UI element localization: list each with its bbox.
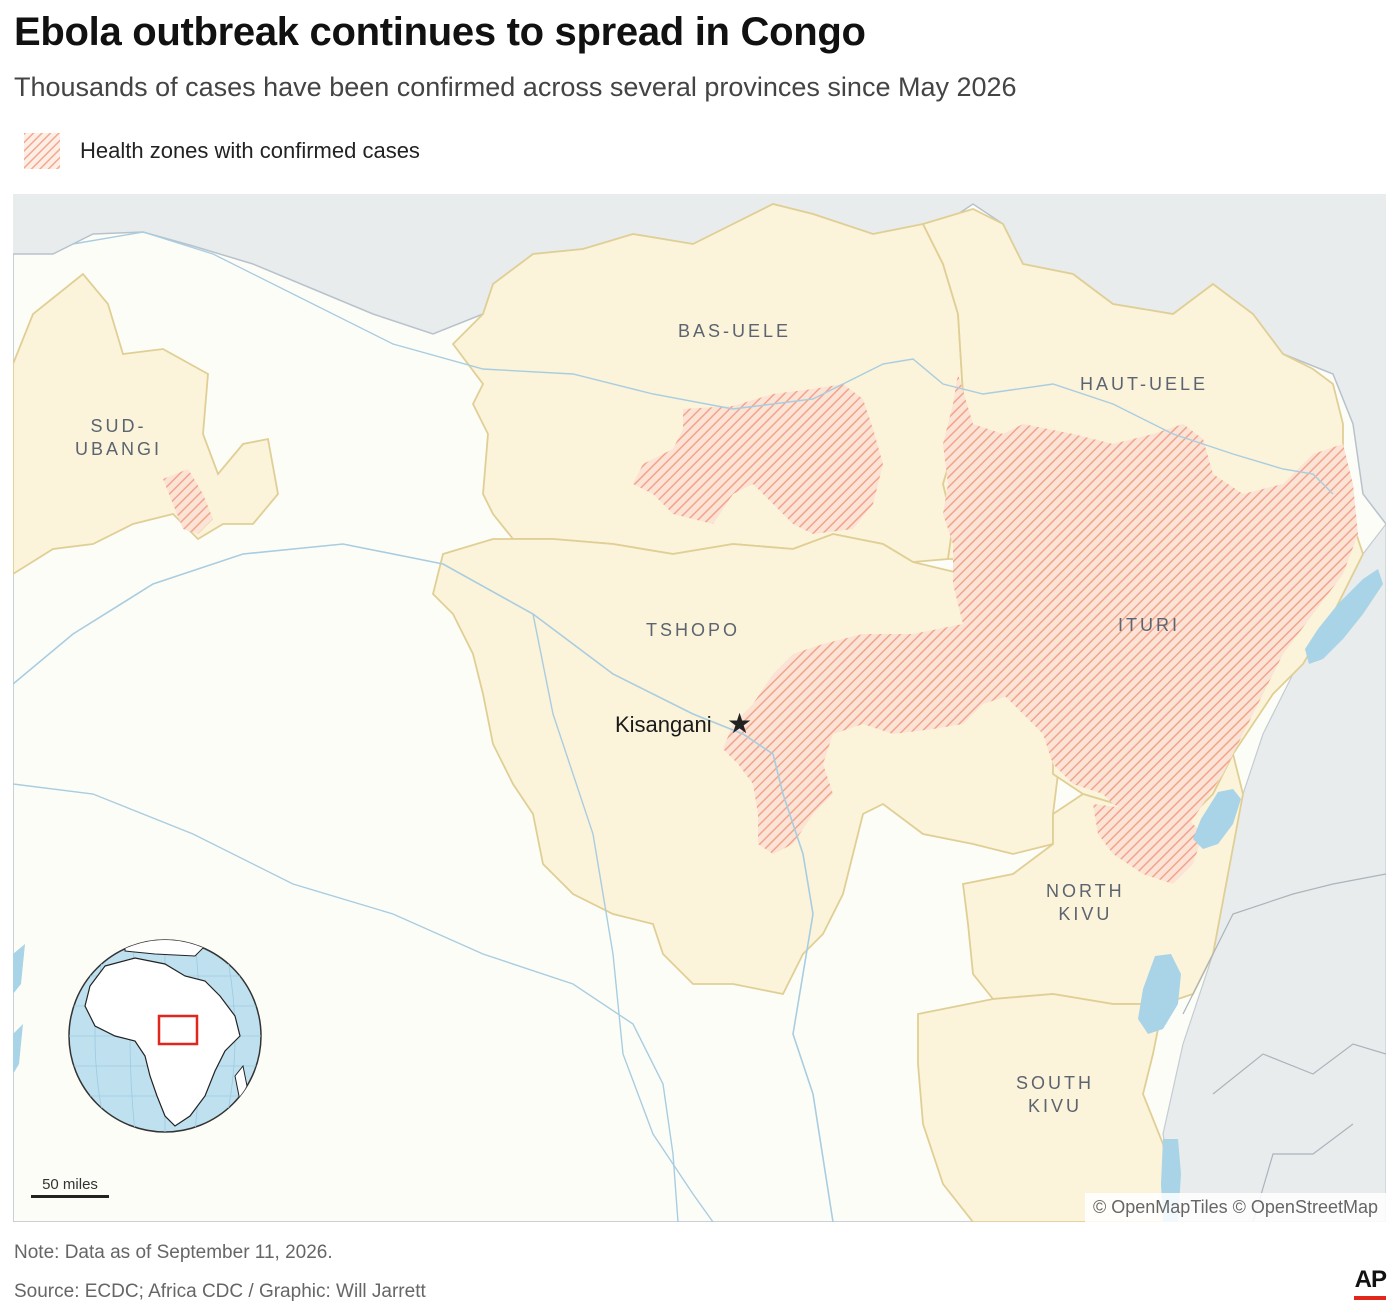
- river-congo: [13, 543, 834, 1222]
- outbreak-zone-tshopo: [723, 624, 1023, 854]
- outbreak-zone-sud-ubangi: [163, 469, 213, 534]
- city-label-kisangani: Kisangani: [615, 712, 712, 737]
- chart-subtitle: Thousands of cases have been confirmed a…: [14, 72, 1017, 102]
- lake-kivu: [1138, 954, 1181, 1034]
- province-label-bas-uele: BAS-UELE: [678, 321, 792, 341]
- outbreak-zone-bas-uele: [633, 384, 883, 534]
- legend-label: Health zones with confirmed cases: [80, 138, 420, 163]
- border-east: [1182, 873, 1386, 1222]
- ap-logo: AP: [1354, 1266, 1387, 1293]
- river-south: [532, 613, 714, 1222]
- province-label-tshopo: TSHOPO: [646, 620, 741, 640]
- outbreak-zone-east: [943, 374, 1358, 844]
- river-lomami: [13, 783, 679, 1222]
- legend-swatch-icon: [24, 133, 60, 169]
- legend: Health zones with confirmed cases: [24, 132, 420, 170]
- outbreak-zone-north-kivu: [1093, 804, 1203, 884]
- province-sud-ubangi: [13, 272, 279, 576]
- scale-bar: 50 miles: [31, 1176, 109, 1198]
- globe-locator-icon: [68, 939, 262, 1133]
- lake-edward: [1193, 789, 1241, 849]
- province-label-ituri: ITURI: [1118, 615, 1180, 635]
- scale-line: [31, 1195, 109, 1198]
- star-icon: ★: [727, 708, 753, 739]
- scale-label: 50 miles: [42, 1176, 98, 1193]
- locator-box: [157, 1014, 199, 1046]
- province-label-sud-ubangi: SUD- UBANGI: [75, 416, 163, 459]
- lake-albert: [1305, 569, 1383, 664]
- africa-shape: [84, 957, 241, 1127]
- province-label-haut-uele: HAUT-UELE: [1080, 374, 1209, 394]
- river-uele: [72, 231, 1334, 495]
- ap-logo-underline: [1354, 1296, 1386, 1300]
- lake-west: [13, 944, 25, 1074]
- map[interactable]: BAS-UELE HAUT-UELE SUD- UBANGI TSHOPO IT…: [13, 194, 1386, 1222]
- province-label-south-kivu: SOUTH KIVU: [1016, 1073, 1094, 1116]
- note: Note: Data as of September 11, 2026.: [14, 1242, 333, 1263]
- source-credit: Source: ECDC; Africa CDC / Graphic: Will…: [14, 1281, 426, 1302]
- chart-title: Ebola outbreak continues to spread in Co…: [14, 10, 866, 54]
- province-label-north-kivu: NORTH KIVU: [1046, 881, 1125, 924]
- map-attribution[interactable]: © OpenMapTiles © OpenStreetMap: [1085, 1193, 1386, 1222]
- map-base: [13, 194, 1386, 1222]
